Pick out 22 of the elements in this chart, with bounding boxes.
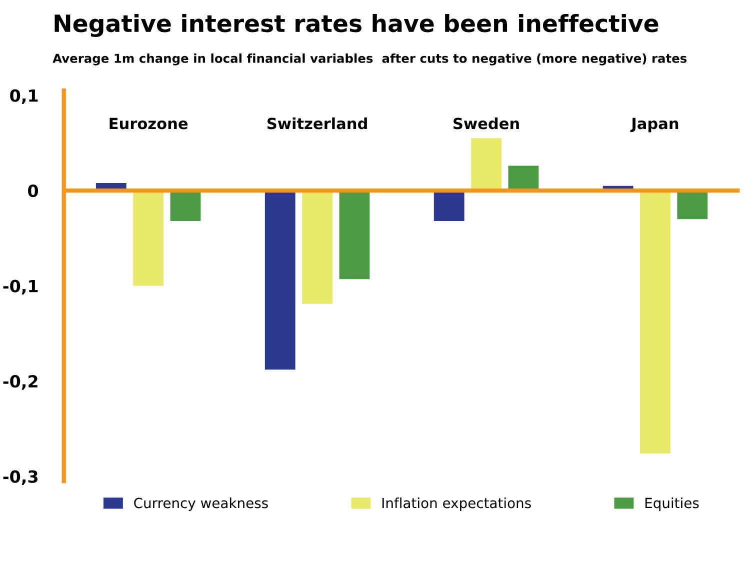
legend-label: Inflation expectations — [382, 498, 531, 511]
y-tick-label: 0 — [28, 184, 38, 198]
bar — [133, 190, 164, 286]
y-tick-label: -0,1 — [3, 280, 38, 295]
x-tick-label: Switzerland — [267, 117, 367, 130]
y-tick-label: -0,2 — [3, 375, 38, 390]
x-tick-label: Sweden — [454, 117, 519, 130]
legend-label: Equities — [645, 498, 699, 511]
x-tick-label: Eurozone — [110, 118, 188, 130]
bar — [264, 190, 296, 370]
chart-title: Negative interest rates have been ineffective — [54, 14, 658, 37]
bar — [677, 190, 708, 220]
y-tick-label: -0,3 — [3, 470, 38, 486]
bar — [302, 190, 333, 304]
bar — [170, 190, 201, 222]
x-tick-label: Japan — [630, 118, 678, 132]
bar — [434, 190, 464, 222]
legend-label: Currency weakness — [134, 498, 268, 511]
bar — [339, 190, 370, 280]
chart-subtitle: Average 1m change in local financial variables after cuts to negative (more negative) rates — [52, 53, 687, 66]
y-tick-label: 0,1 — [10, 89, 38, 104]
bar — [640, 190, 670, 454]
